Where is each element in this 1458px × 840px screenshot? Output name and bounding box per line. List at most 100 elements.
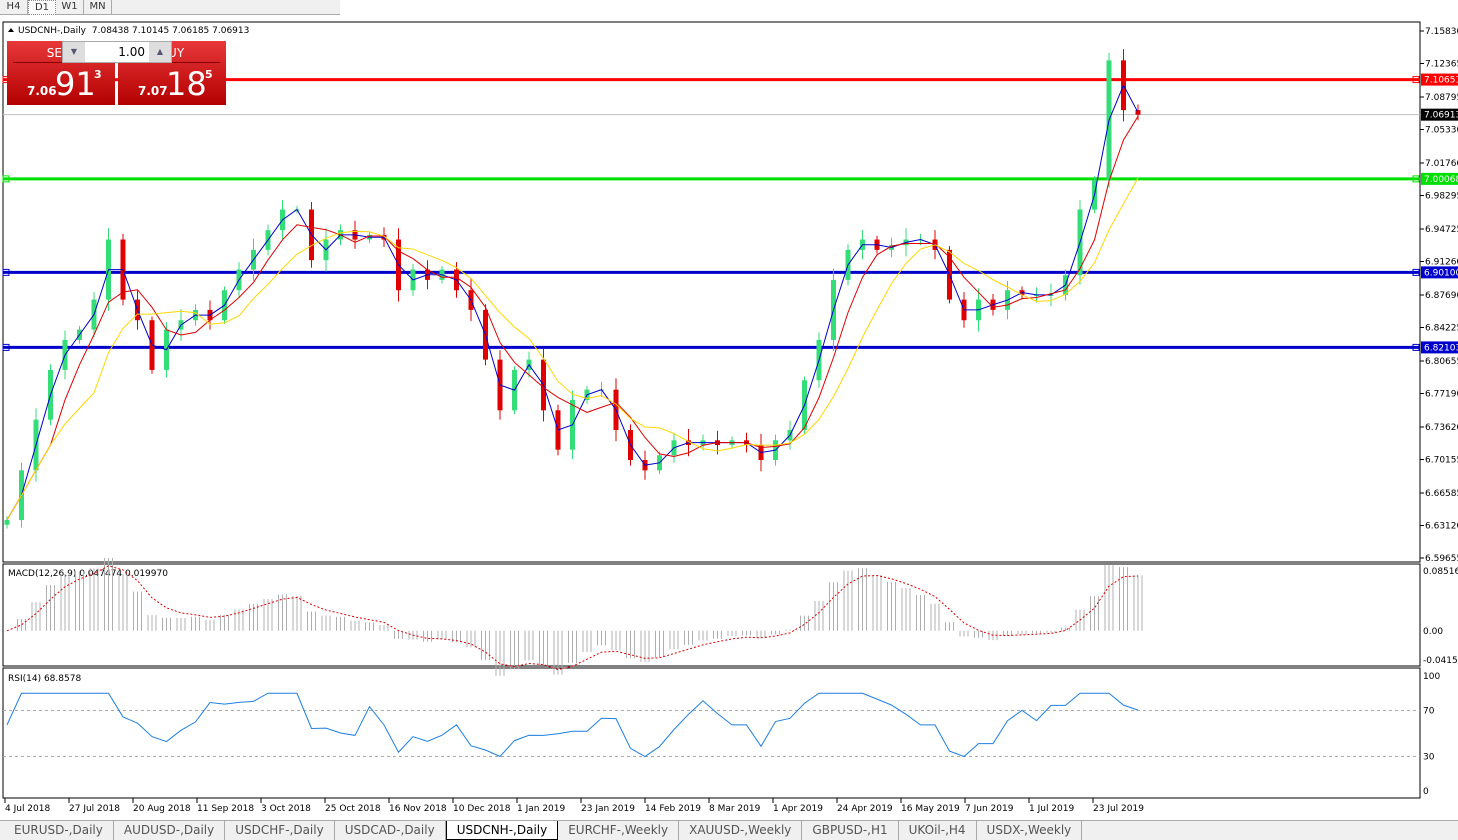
macd-axis-label: 0.00	[1423, 627, 1443, 637]
rsi-axis-label: 30	[1423, 753, 1435, 763]
price-tick-label: 6.84225	[1425, 323, 1458, 333]
lot-increase-icon[interactable]: ▲	[149, 42, 171, 62]
date-tick-label: 1 Apr 2019	[773, 804, 823, 814]
price-tick-label: 6.59655	[1425, 554, 1458, 564]
collapse-arrow-icon[interactable]	[8, 28, 14, 32]
price-tick-label: 7.01760	[1425, 159, 1458, 169]
current-price-tag	[1421, 108, 1458, 121]
rsi-axis-label: 70	[1423, 707, 1435, 717]
date-tick-label: 27 Jul 2018	[69, 804, 120, 814]
moving-average-line	[6, 84, 1139, 521]
price-tick-label: 7.08795	[1425, 93, 1458, 103]
chart-tab[interactable]: USDX-,Weekly	[977, 821, 1083, 840]
chart-tab[interactable]: XAUUSD-,Weekly	[679, 821, 803, 840]
chart-tab[interactable]: USDCHF-,Daily	[225, 821, 335, 840]
level-handle	[1412, 268, 1420, 276]
level-price-label: 7.10651	[1424, 76, 1458, 86]
level-price-tag	[1421, 172, 1458, 185]
chart-tab[interactable]: GBPUSD-,H1	[802, 821, 899, 840]
macd-axis-label: -0.04159	[1423, 656, 1458, 666]
level-handle	[2, 268, 10, 276]
date-tick-label: 25 Oct 2018	[325, 804, 381, 814]
date-tick-label: 24 Apr 2019	[837, 804, 893, 814]
chart-tab[interactable]: EURUSD-,Daily	[4, 821, 114, 840]
level-handle	[1412, 175, 1420, 183]
buy-price-pips: 18	[166, 65, 207, 103]
price-tick-label: 7.12365	[1425, 60, 1458, 70]
lot-stepper: ▼ 1.00 ▲	[62, 41, 172, 63]
date-tick-label: 4 Jul 2018	[5, 804, 50, 814]
date-tick-label: 23 Jul 2019	[1093, 804, 1144, 814]
level-handle	[1412, 343, 1420, 351]
price-tick-label: 6.91260	[1425, 258, 1458, 268]
macd-axis-label: 0.085164	[1423, 567, 1458, 577]
price-tick-label: 6.73620	[1425, 423, 1458, 433]
level-price-tag	[1421, 341, 1458, 354]
timeframe-toolbar: H4 D1 W1 MN	[0, 0, 340, 15]
rsi-axis-label: 100	[1423, 672, 1440, 682]
macd-label: MACD(12,26,9) 0.047474 0.019970	[8, 569, 168, 579]
level-price-label: 6.82103	[1424, 343, 1458, 353]
price-tick-label: 6.70155	[1425, 455, 1458, 465]
price-tick-label: 6.63120	[1425, 521, 1458, 531]
current-price-label: 7.06913	[1424, 111, 1458, 121]
chart-tabs: EURUSD-,Daily AUDUSD-,Daily USDCHF-,Daily U…	[0, 820, 1458, 840]
date-tick-label: 1 Jan 2019	[517, 804, 565, 814]
date-tick-label: 3 Oct 2018	[261, 804, 311, 814]
timeframe-w1[interactable]: W1	[56, 0, 84, 15]
date-tick-label: 7 Jun 2019	[965, 804, 1014, 814]
level-handle	[2, 175, 10, 183]
chart-tab[interactable]: USDCAD-,Daily	[335, 821, 446, 840]
rsi-panel-frame	[2, 667, 1421, 799]
lot-input[interactable]: 1.00	[118, 45, 145, 59]
chart-tab[interactable]: UKOil-,H4	[899, 821, 977, 840]
lot-decrease-icon[interactable]: ▼	[63, 42, 85, 62]
symbol-title: USDCNH-,Daily 7.08438 7.10145 7.06185 7.0…	[18, 26, 249, 36]
price-tick-label: 6.87690	[1425, 291, 1458, 301]
price-tick-label: 7.05330	[1425, 126, 1458, 136]
price-tick-label: 6.66585	[1425, 489, 1458, 499]
chart-tab[interactable]: AUDUSD-,Daily	[114, 821, 226, 840]
level-price-tag	[1421, 266, 1458, 279]
candle-body	[4, 520, 10, 525]
level-price-label: 7.00068	[1424, 175, 1458, 185]
one-click-trading-panel: SELL 7.06 91 3 BUY 7.07 18 5 ▼ 1.00 ▲	[7, 41, 227, 106]
price-tick-label: 7.15830	[1425, 27, 1458, 37]
sell-price-fraction: 3	[94, 68, 102, 81]
rsi-label: RSI(14) 68.8578	[8, 674, 81, 684]
price-tick-label: 6.94725	[1425, 225, 1458, 235]
macd-signal-line	[6, 565, 1139, 671]
level-handle	[1412, 76, 1420, 84]
main-chart-frame	[2, 21, 1421, 563]
level-price-label: 6.90100	[1424, 268, 1458, 278]
level-handle	[2, 343, 10, 351]
buy-price-prefix: 7.07	[138, 84, 168, 98]
moving-average-line	[6, 177, 1139, 521]
price-tick-label: 6.80655	[1425, 357, 1458, 367]
price-tick-label: 6.98295	[1425, 192, 1458, 202]
moving-average-line	[6, 116, 1139, 521]
buy-price-fraction: 5	[205, 68, 213, 81]
date-tick-label: 16 May 2019	[901, 804, 960, 814]
chart-tab[interactable]: USDCNH-,Daily	[445, 821, 559, 840]
date-tick-label: 8 Mar 2019	[709, 804, 761, 814]
date-tick-label: 11 Sep 2018	[197, 804, 254, 814]
rsi-line	[6, 692, 1139, 758]
timeframe-d1[interactable]: D1	[28, 0, 56, 15]
level-price-tag	[1421, 73, 1458, 86]
timeframe-h4[interactable]: H4	[0, 0, 28, 15]
date-tick-label: 16 Nov 2018	[389, 804, 447, 814]
date-tick-label: 20 Aug 2018	[133, 804, 191, 814]
chart-window[interactable]: USDCNH-,Daily 7.08438 7.10145 7.06185 7.0…	[0, 15, 1458, 820]
date-tick-label: 14 Feb 2019	[645, 804, 701, 814]
sell-price-pips: 91	[55, 65, 96, 103]
date-tick-label: 23 Jan 2019	[581, 804, 635, 814]
price-tick-label: 6.77190	[1425, 389, 1458, 399]
sell-price-prefix: 7.06	[27, 84, 57, 98]
date-tick-label: 1 Jul 2019	[1029, 804, 1074, 814]
chart-tab[interactable]: EURCHF-,Weekly	[558, 821, 680, 840]
rsi-axis-label: 0	[1423, 787, 1429, 797]
date-tick-label: 10 Dec 2018	[453, 804, 511, 814]
timeframe-mn[interactable]: MN	[84, 0, 112, 15]
macd-panel-frame	[2, 563, 1421, 667]
